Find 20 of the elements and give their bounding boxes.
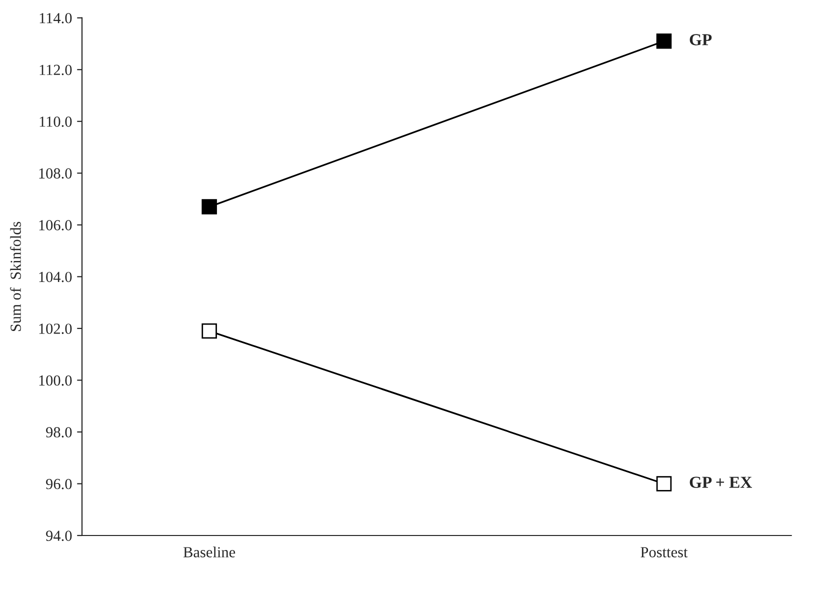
series-label: GP — [690, 34, 712, 46]
series-label: GP + EX — [690, 476, 752, 488]
x-tick-label: Baseline — [183, 546, 236, 558]
y-tick-label: 108.0 — [39, 168, 72, 179]
y-tick-label: 114.0 — [40, 12, 72, 24]
y-tick-label: 94.0 — [46, 530, 72, 542]
x-tick-label: Posttest — [640, 547, 688, 558]
y-tick-label: 100.0 — [39, 375, 72, 386]
point — [202, 199, 217, 214]
y-tick-label: 104.0 — [39, 272, 72, 282]
y-tick-label: 98.0 — [46, 427, 72, 438]
y-tick-label: 106.0 — [39, 220, 72, 230]
y-tick-label: 112.0 — [40, 64, 72, 76]
y-tick-label: 110.0 — [40, 116, 72, 127]
point — [202, 323, 217, 339]
y-axis-title: Sum of Skinfolds — [10, 222, 21, 332]
point — [656, 476, 672, 492]
y-tick-label: 102.0 — [39, 324, 72, 334]
y-tick-label: 96.0 — [46, 478, 72, 490]
point — [656, 34, 672, 49]
